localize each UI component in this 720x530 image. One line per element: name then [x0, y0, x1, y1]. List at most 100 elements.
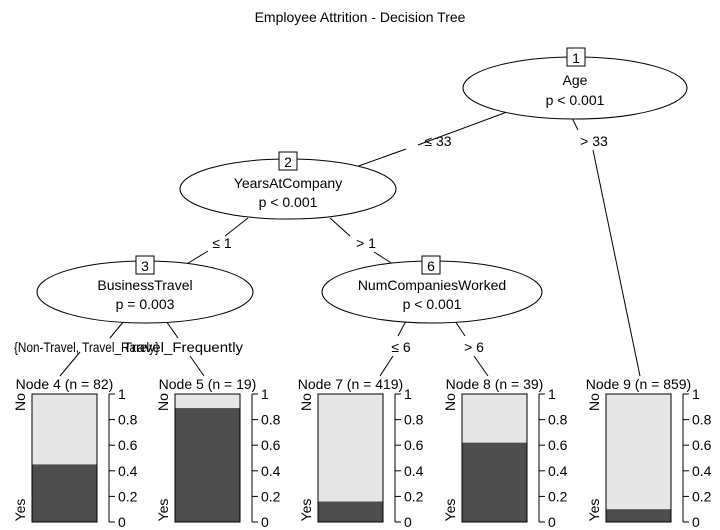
- bar-no: [318, 394, 383, 502]
- y-tick-label: 0.8: [118, 412, 138, 428]
- y-tick-label: 0.8: [548, 412, 568, 428]
- y-tick-label: 0.4: [692, 463, 712, 479]
- y-tick-label: 0: [261, 514, 269, 530]
- class-label-yes: Yes: [12, 499, 28, 522]
- node-id-box: [421, 255, 441, 275]
- node-id: 2: [284, 154, 292, 170]
- edge-label-1-left: ≤ 33: [424, 133, 451, 149]
- edge-3-5: [165, 320, 179, 339]
- y-tick-label: 1: [404, 386, 412, 402]
- y-tick-label: 0.2: [404, 488, 424, 504]
- bar-frame: [605, 393, 672, 523]
- class-label-no: No: [442, 393, 458, 411]
- edge-label-1-right: > 33: [580, 133, 608, 149]
- bar-yes: [175, 408, 240, 522]
- node-pvalue: p < 0.001: [403, 296, 462, 312]
- y-tick-label: 0.8: [404, 412, 424, 428]
- y-tick-label: 0.4: [548, 463, 568, 479]
- terminal-node-label: Node 7 (n = 419): [298, 376, 403, 392]
- inner-node-3: 3 BusinessTravel p = 0.003: [36, 255, 254, 324]
- class-label-no: No: [12, 393, 28, 411]
- y-tick-label: 0.4: [261, 463, 281, 479]
- edge-label-2-left: ≤ 1: [212, 235, 232, 251]
- terminal-node-label: Node 9 (n = 859): [586, 376, 691, 392]
- edge-1-2b: [352, 148, 407, 169]
- inner-node-2: 2 YearsAtCompany p < 0.001: [179, 151, 397, 220]
- y-tick-label: 1: [118, 386, 126, 402]
- bar-frame: [174, 393, 241, 523]
- terminal-node-3: Node 7 (n = 419)1 0.8 0.6 0.4 0.2 0 No Yes: [298, 376, 424, 530]
- node-variable: BusinessTravel: [97, 277, 192, 293]
- edge-1-9: [571, 117, 579, 131]
- edge-1-2: [417, 111, 508, 146]
- node-id: 6: [427, 258, 435, 274]
- y-tick-label: 0.2: [548, 488, 568, 504]
- class-label-no: No: [298, 393, 314, 411]
- node-pvalue: p = 0.003: [116, 296, 175, 312]
- bar-yes: [606, 509, 671, 522]
- edge-label-6-left: ≤ 6: [391, 339, 411, 355]
- node-variable: NumCompaniesWorked: [358, 277, 506, 293]
- bar-no: [462, 394, 527, 443]
- y-tick-label: 0.6: [548, 437, 568, 453]
- bar-yes: [32, 464, 97, 522]
- inner-node-6: 6 NumCompaniesWorked p < 0.001: [321, 255, 543, 324]
- y-tick-label: 1: [261, 386, 269, 402]
- y-tick-label: 0: [548, 514, 556, 530]
- edge-2-3: [224, 217, 249, 237]
- terminal-node-label: Node 4 (n = 82): [16, 376, 114, 392]
- class-label-yes: Yes: [155, 499, 171, 522]
- edge-6-7b: [379, 355, 394, 377]
- edge-3-5b: [189, 355, 205, 377]
- node-variable: YearsAtCompany: [234, 175, 342, 191]
- diagram-title: Employee Attrition - Decision Tree: [255, 9, 466, 25]
- bar-frame: [461, 393, 528, 523]
- y-tick-label: 0: [118, 514, 126, 530]
- bar-no: [32, 394, 97, 465]
- node-id-box: [278, 151, 298, 171]
- class-label-yes: Yes: [586, 499, 602, 522]
- y-tick-label: 0.2: [118, 488, 138, 504]
- edge-3-4: [109, 320, 125, 339]
- bar-yes: [318, 501, 383, 522]
- y-tick-label: 0.6: [404, 437, 424, 453]
- y-tick-label: 0.6: [118, 437, 138, 453]
- edge-6-8b: [473, 355, 489, 377]
- y-tick-label: 0.6: [692, 437, 712, 453]
- bar-yes: [462, 442, 527, 522]
- edge-3-4b: [59, 351, 81, 377]
- y-tick-label: 0.4: [404, 463, 424, 479]
- node-pvalue: p < 0.001: [259, 194, 318, 210]
- y-tick-label: 0.6: [261, 437, 281, 453]
- edge-2-3b: [184, 250, 209, 266]
- edge-label-3-right: Travel_Frequently: [123, 339, 243, 355]
- tree-edges: [59, 111, 641, 377]
- edge-label-6-right: > 6: [464, 339, 484, 355]
- node-id-box: [135, 255, 155, 275]
- bar-frame: [31, 393, 98, 523]
- node-id: 1: [572, 50, 580, 66]
- y-tick-label: 0: [404, 514, 412, 530]
- y-tick-label: 0.2: [692, 488, 712, 504]
- node-pvalue: p < 0.001: [546, 92, 605, 108]
- terminal-node-1: Node 4 (n = 82)1 0.8 0.6 0.4 0.2 0 No Yes: [12, 376, 138, 530]
- class-label-yes: Yes: [298, 499, 314, 522]
- edge-6-7: [397, 320, 407, 337]
- y-tick-label: 0.2: [261, 488, 281, 504]
- y-tick-label: 0.8: [261, 412, 281, 428]
- class-label-no: No: [155, 393, 171, 411]
- y-tick-label: 1: [692, 386, 700, 402]
- node-variable: Age: [563, 72, 588, 88]
- terminal-node-label: Node 8 (n = 39): [446, 376, 544, 392]
- inner-node-1: 1 Age p < 0.001: [462, 47, 688, 120]
- y-tick-label: 1: [548, 386, 556, 402]
- node-id-box: [566, 47, 586, 67]
- edge-1-9b: [592, 149, 641, 377]
- edge-6-8: [454, 320, 466, 337]
- bar-no: [175, 394, 240, 409]
- bar-frame: [317, 393, 384, 523]
- class-label-no: No: [586, 393, 602, 411]
- edge-2-6: [329, 217, 351, 237]
